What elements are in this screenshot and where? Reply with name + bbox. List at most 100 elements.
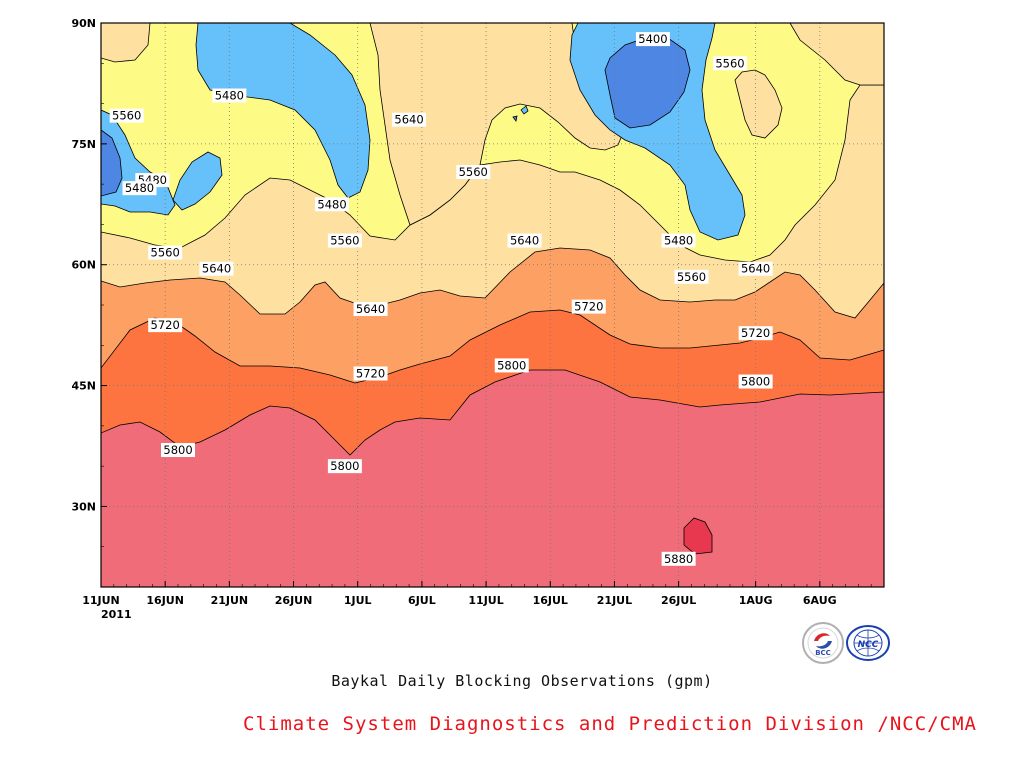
band-5560-5640-topright (789, 23, 884, 86)
contour-label-box (353, 366, 388, 381)
x-axis: 11JUN 16JUN 21JUN 26JUN 1JUL 6JUL 11JUL 16JUL 21… (82, 594, 836, 607)
contour-label: 5640 (738, 261, 773, 276)
contour-label-box (674, 269, 709, 284)
band-lt5400-left (101, 129, 123, 197)
contour-label-text: 5800 (163, 443, 192, 457)
blue-spot-1 (520, 105, 529, 115)
contour-label-text: 5560 (677, 270, 706, 284)
contour-label-box (456, 165, 491, 180)
contour-label: 5560 (456, 165, 491, 180)
contour-label-text: 5560 (715, 56, 744, 70)
y-tick-label: 60N (71, 259, 96, 272)
contour-label: 5480 (661, 233, 696, 248)
contour-label-box (738, 374, 773, 389)
x-tick-label: 26JUN (275, 594, 313, 607)
x-tick-label: 16JUN (146, 594, 184, 607)
contour-label-text: 5640 (510, 234, 539, 248)
contour-label: 5800 (327, 459, 362, 474)
contour-label-box (494, 358, 529, 373)
contour-label-text: 5640 (741, 262, 770, 276)
contour-label-box (661, 551, 696, 566)
contour-label: 5640 (392, 112, 427, 127)
contour-label: 5560 (327, 233, 362, 248)
y-tick-label: 45N (71, 380, 96, 393)
contour-label: 5720 (148, 318, 183, 333)
contour-label: 5560 (109, 108, 144, 123)
band-5560-5640-aug (734, 69, 783, 139)
blue-spot-2 (512, 115, 518, 122)
contour-label-box (122, 181, 157, 196)
contour-label-box (109, 108, 144, 123)
bcc-logo-text: BCC (815, 649, 831, 657)
contour-label-box (712, 56, 747, 71)
contour-label: 5800 (738, 374, 773, 389)
contour-label-box (353, 302, 388, 317)
contour-label: 5640 (353, 302, 388, 317)
contour-label-text: 5800 (741, 375, 770, 389)
y-axis: 30N 45N 60N 75N 90N (71, 17, 96, 513)
contour-label: 5880 (661, 551, 696, 566)
contour-label-text: 5720 (151, 318, 180, 332)
contour-label-text: 5800 (497, 358, 526, 372)
contour-label-text: 5560 (151, 246, 180, 260)
contour-label-box (212, 88, 247, 103)
y-tick-label: 90N (71, 17, 96, 30)
x-tick-label: 6JUL (408, 594, 436, 607)
contour-label-box (738, 261, 773, 276)
ncc-logo: NCC (846, 625, 890, 661)
contour-label: 5560 (148, 245, 183, 260)
contour-label-text: 5560 (459, 165, 488, 179)
contour-fills (101, 23, 884, 587)
contour-label: 5720 (738, 326, 773, 341)
x-tick-label: 26JUL (661, 594, 696, 607)
contour-label: 5800 (494, 358, 529, 373)
x-tick-label: 16JUL (533, 594, 568, 607)
x-tick-label: 6AUG (803, 594, 837, 607)
ncc-logo-text: NCC (858, 640, 879, 650)
y-tick-label: 30N (71, 500, 96, 513)
contour-label-text: 5480 (664, 234, 693, 248)
contour-label: 5640 (507, 233, 542, 248)
contour-label: 5560 (712, 56, 747, 71)
contour-label-text: 5400 (638, 32, 667, 46)
band-lt5400 (604, 37, 691, 129)
contour-label: 5400 (635, 32, 670, 47)
x-tick-label: 1JUL (344, 594, 372, 607)
contour-label: 5560 (674, 269, 709, 284)
x-tick-label: 21JUN (211, 594, 249, 607)
contour-label: 5480 (122, 181, 157, 196)
chart-subtitle: Baykal Daily Blocking Observations (gpm) (331, 672, 713, 690)
band-5400-5480-c (172, 151, 223, 211)
bcc-logo: BCC (802, 622, 844, 664)
contour-label-text: 5720 (574, 300, 603, 314)
contour-label-box (507, 233, 542, 248)
contour-label: 5480 (212, 88, 247, 103)
organization-line: Climate System Diagnostics and Predictio… (243, 713, 977, 735)
x-tick-label: 1AUG (739, 594, 773, 607)
contour-label-text: 5880 (664, 552, 693, 566)
contour-label-box (327, 459, 362, 474)
contour-label-box (571, 299, 606, 314)
contour-label: 5640 (199, 261, 234, 276)
contour-label-box (738, 326, 773, 341)
contour-label-text: 5480 (215, 89, 244, 103)
contour-label: 5480 (315, 197, 350, 212)
x-tick-label: 21JUL (597, 594, 632, 607)
contour-label-box (392, 112, 427, 127)
contour-label-text: 5560 (112, 109, 141, 123)
contour-label-text: 5560 (330, 234, 359, 248)
contour-label-box (161, 443, 196, 458)
contour-label-text: 5480 (125, 181, 154, 195)
contour-label: 5720 (353, 366, 388, 381)
contour-label-box (315, 197, 350, 212)
contour-label: 5720 (571, 299, 606, 314)
x-tick-label: 11JUL (468, 594, 503, 607)
contour-label-text: 5640 (356, 302, 385, 316)
contour-label-box (148, 245, 183, 260)
band-gt5880 (683, 517, 713, 555)
contour-label-box (327, 233, 362, 248)
contour-label: 5800 (161, 443, 196, 458)
contour-label-box (661, 233, 696, 248)
contour-labels: 5400 5560 5480 5560 5640 5480 5480 5560 5480 5560… (109, 32, 773, 566)
